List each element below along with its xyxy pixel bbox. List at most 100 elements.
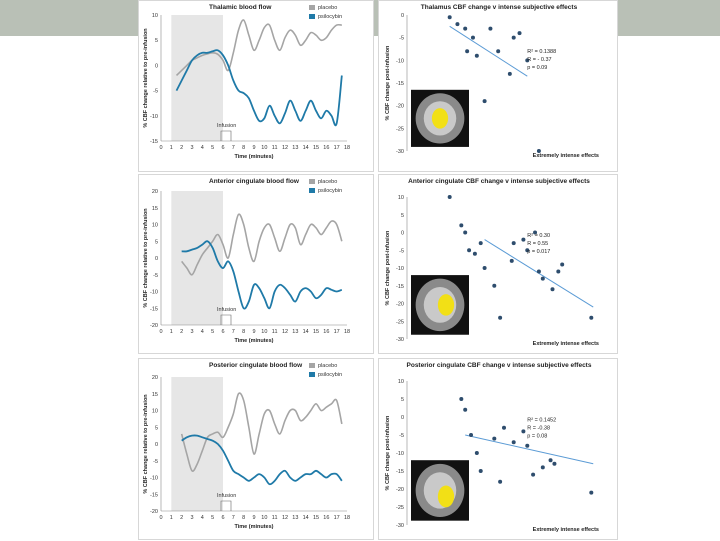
anterior-cingulate-scatter-chart: Anterior cingulate CBF change v intense … [385,178,599,347]
y-axis-label: % CBF change relative to pre-infusion [143,28,149,128]
x-tick-label: 0 [159,515,162,521]
legend-label-psilocybin: psilocybin [318,14,342,20]
y-tick-label: -5 [399,36,404,42]
x-tick-label: 18 [344,145,350,151]
scatter-point [465,49,470,54]
scatter-point [469,433,474,437]
chart-title: Posterior cingulate blood flow [209,362,303,369]
y-tick-label: 10 [398,379,404,385]
y-axis-label: % CBF change post-infusion [385,230,391,306]
legend-swatch-psilocybin [309,14,315,19]
x-tick-label: 3 [190,329,193,335]
scatter-point [447,15,452,20]
x-tick-label: 11 [272,515,278,521]
x-tick-label: 11 [272,145,278,151]
scatter-point [498,479,503,484]
x-tick-label: 10 [261,145,267,151]
chart-title: Anterior cingulate blood flow [209,178,300,185]
chart-title: Thalamus CBF change v intense subjective… [421,4,578,11]
x-tick-label: 8 [242,515,245,521]
scatter-point [488,26,493,31]
y-tick-label: -20 [150,323,158,329]
scatter-point [463,230,468,235]
y-tick-label: -15 [150,306,158,312]
scatter-point [474,451,479,455]
legend-label-placebo: placebo [318,179,337,185]
legend-label-psilocybin: psilocybin [318,188,342,194]
stat-label: p = 0.08 [527,433,547,439]
y-tick-label: -15 [396,469,404,475]
x-axis-label: Time (minutes) [234,338,273,344]
scatter-point [556,269,561,274]
regression-line [449,25,528,77]
legend-swatch-placebo [309,179,315,184]
x-tick-label: 2 [180,329,183,335]
stat-label: R² = 0.1452 [527,417,556,423]
scatter-point [478,469,483,473]
brain-scan-highlight [437,485,455,508]
scatter-point [533,230,538,235]
x-tick-label: 4 [201,515,204,521]
x-tick-label: 7 [232,515,235,521]
pre-infusion-shade [171,377,223,511]
chart-panel-posterior-timecourse: Posterior cingulate blood flow 20 15 10 5 0 -5… [138,358,374,540]
scatter-point [478,241,483,246]
scatter-point [531,472,536,477]
infusion-bracket [220,130,232,141]
series-line-psilocybin [181,434,343,486]
y-tick-label: 0 [401,231,404,237]
x-tick-label: 10 [261,515,267,521]
y-tick-label: -20 [396,104,404,110]
y-tick-label: -30 [396,523,404,529]
x-tick-label: 4 [201,145,204,151]
x-tick-label: 12 [282,145,288,151]
series-line-psilocybin [181,240,343,310]
series-line-placebo [181,213,343,276]
scatter-point [525,443,530,448]
y-tick-label: -10 [396,58,404,64]
scatter-point [536,149,541,153]
x-tick-label: 0 [159,329,162,335]
chart-panel-anterior-scatter: Anterior cingulate CBF change v intense … [378,174,618,354]
x-tick-label: 11 [272,329,278,335]
y-tick-label: 5 [155,425,158,431]
x-tick-label: 5 [211,515,214,521]
stat-label: p = 0.017 [527,249,550,255]
y-tick-label: -15 [396,81,404,87]
scatter-point [463,26,468,31]
scatter-point [550,287,555,292]
stat-label: R² = 0.1388 [527,49,556,55]
x-tick-label: 17 [334,515,340,521]
y-tick-label: -25 [396,126,404,132]
y-tick-label: 20 [152,189,158,195]
scatter-point [455,22,460,27]
infusion-label: Infusion [217,307,236,313]
chart-panel-thalamic-timecourse: Thalamic blood flow 10 5 0 -5 -10 -15 0 1 2 3 4 5 6 7 8… [138,0,374,172]
scatter-point [511,35,516,40]
y-tick-label: -30 [396,337,404,343]
y-tick-label: 0 [155,63,158,69]
scatter-point [589,490,594,495]
scatter-point [521,237,526,242]
y-tick-label: 20 [152,375,158,381]
y-tick-label: 10 [152,223,158,229]
scatter-point [521,429,526,434]
x-tick-label: 0 [159,145,162,151]
x-tick-label: 6 [221,515,224,521]
x-axis-label: Extremely intense effects [533,527,599,533]
anterior-cingulate-blood-flow-chart: Anterior cingulate blood flow20151050-5-… [143,178,350,344]
x-tick-label: 2 [180,515,183,521]
x-tick-label: 12 [282,515,288,521]
y-tick-label: -10 [150,476,158,482]
scatter-point [525,248,530,253]
y-tick-label: 0 [155,256,158,262]
posterior-cingulate-scatter-chart: Posterior cingulate CBF change v intense… [385,362,599,533]
y-tick-label: 0 [401,13,404,19]
infusion-label: Infusion [217,123,236,129]
x-axis-label: Time (minutes) [234,524,273,530]
y-axis-label: % CBF change relative to pre-infusion [143,394,149,494]
y-tick-label: -20 [396,487,404,493]
scatter-point [459,223,464,228]
x-tick-label: 4 [201,329,204,335]
